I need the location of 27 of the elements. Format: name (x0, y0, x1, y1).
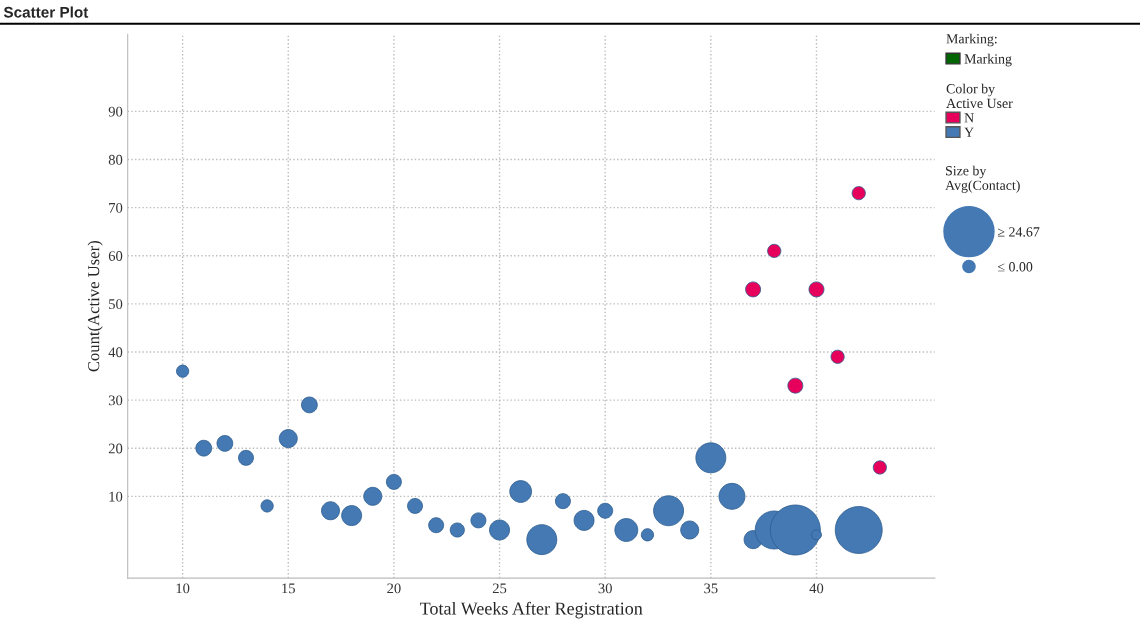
x-tick-label: 25 (492, 583, 507, 594)
text: Marking: (946, 33, 997, 47)
y-tick-label: 50 (109, 299, 123, 310)
text: Marking (964, 53, 1012, 67)
x-tick-label: 40 (809, 583, 824, 594)
legend-label: Y (964, 127, 974, 137)
x-axis-title: Total Weeks After Registration (420, 601, 643, 619)
x-tick-label: 30 (598, 583, 612, 594)
y-tick-label: 60 (108, 251, 123, 261)
legend-label: ≥ 24.67 (998, 227, 1040, 237)
x-tick-label: 20 (387, 583, 401, 594)
legend-label: ≤ 0.00 (998, 262, 1033, 272)
x-tick-label: 10 (176, 583, 190, 594)
y-tick-label: 20 (108, 443, 123, 454)
y-tick-label: 90 (108, 106, 123, 117)
y-axis-title: Count(Active User) (87, 241, 103, 372)
legend-label: N (964, 113, 974, 123)
y-tick-label: 40 (108, 347, 123, 358)
chart-title: Scatter Plot (3, 6, 89, 18)
legend-title: Color by Active User (946, 83, 1013, 109)
y-tick-label: 30 (108, 395, 123, 406)
y-tick-label: 70 (109, 202, 123, 213)
x-tick-label: 15 (282, 583, 295, 594)
text: Size by Avg(Contact) (945, 165, 1020, 193)
y-tick-label: 80 (108, 154, 123, 165)
x-tick-label: 35 (704, 583, 718, 594)
y-tick-label: 10 (109, 491, 123, 502)
